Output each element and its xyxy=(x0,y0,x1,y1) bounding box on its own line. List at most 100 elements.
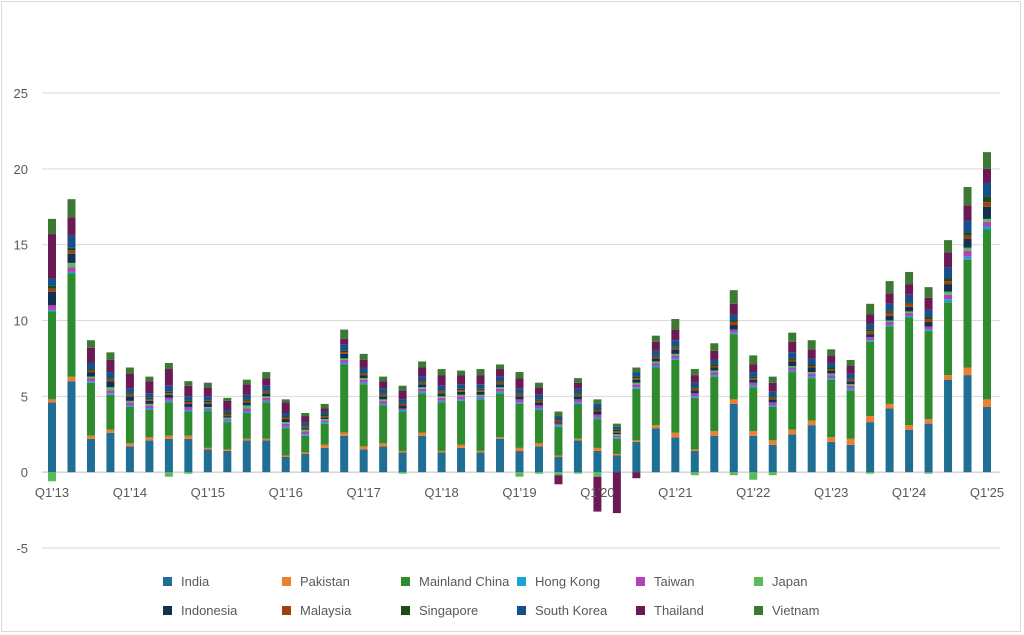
bar-segment xyxy=(768,391,777,397)
bar-segment xyxy=(768,472,777,476)
bar-segment xyxy=(379,399,388,401)
bar-segment xyxy=(223,420,232,423)
bar-segment xyxy=(242,440,251,473)
bar-segment xyxy=(807,376,816,379)
bar-segment xyxy=(710,350,719,360)
bar-segment xyxy=(905,303,914,307)
bar-segment xyxy=(768,382,777,392)
bar-segment xyxy=(340,359,349,363)
bar-segment xyxy=(749,376,758,379)
legend-label: Singapore xyxy=(419,602,479,618)
y-tick-label: 10 xyxy=(14,314,28,329)
bar-segment xyxy=(457,396,466,400)
bar-segment xyxy=(534,400,543,403)
x-tick-label: Q1'13 xyxy=(35,485,69,500)
bar-segment xyxy=(612,453,621,456)
bar-segment xyxy=(807,366,816,368)
bar-segment xyxy=(554,419,563,421)
bar-stack xyxy=(340,329,349,473)
bar-segment xyxy=(905,306,914,312)
bar-segment xyxy=(398,385,407,391)
bar-segment xyxy=(690,369,699,376)
bar-segment xyxy=(301,434,310,436)
bar-segment xyxy=(301,422,310,426)
bar-segment xyxy=(788,429,797,435)
bar-segment xyxy=(612,455,621,473)
bar-segment xyxy=(164,362,173,370)
bar-segment xyxy=(690,472,699,476)
bar-segment xyxy=(554,425,563,427)
bar-segment xyxy=(963,232,972,236)
bar-segment xyxy=(457,390,466,392)
legend-swatch xyxy=(282,605,291,615)
bar-segment xyxy=(573,382,582,389)
bar-segment xyxy=(593,408,602,410)
bar-segment xyxy=(125,396,134,401)
bar-segment xyxy=(262,396,271,398)
bar-segment xyxy=(983,206,991,219)
bar-segment xyxy=(145,400,154,404)
bar-segment xyxy=(710,366,719,368)
bar-segment xyxy=(281,399,290,403)
bar-stack xyxy=(203,382,212,473)
bar-segment xyxy=(983,168,991,183)
bar-stack xyxy=(320,403,329,473)
bar-stack xyxy=(496,364,505,473)
bar-segment xyxy=(612,423,621,427)
bar-segment xyxy=(184,381,193,386)
bar-segment xyxy=(924,326,933,330)
bar-stack xyxy=(963,187,972,473)
bar-segment xyxy=(418,432,427,436)
bar-segment xyxy=(885,311,894,313)
bar-segment xyxy=(944,278,953,282)
bar-segment xyxy=(106,378,115,380)
bar-segment xyxy=(983,152,991,169)
bar-segment xyxy=(788,372,797,430)
bar-segment xyxy=(398,402,407,404)
bar-segment xyxy=(48,285,56,289)
bar-segment xyxy=(710,359,719,365)
bar-segment xyxy=(612,472,621,514)
bar-segment xyxy=(612,434,621,436)
bar-segment xyxy=(496,376,505,382)
bar-segment xyxy=(262,372,271,379)
bar-segment xyxy=(48,234,56,279)
bar-segment xyxy=(632,376,641,379)
bar-segment xyxy=(164,369,173,386)
bar-segment xyxy=(866,472,875,474)
bar-segment xyxy=(223,416,232,418)
legend-item: Japan xyxy=(754,572,807,590)
bar-segment xyxy=(963,205,972,221)
bar-segment xyxy=(340,352,349,354)
bar-segment xyxy=(534,387,543,395)
bar-segment xyxy=(807,349,816,359)
bar-segment xyxy=(398,472,407,474)
legend: India Pakistan Mainland China Hong Kong Taiw… xyxy=(0,566,1024,626)
bar-segment xyxy=(262,393,271,397)
bar-segment xyxy=(554,457,563,473)
bar-segment xyxy=(827,441,836,473)
bar-segment xyxy=(690,375,699,383)
legend-swatch xyxy=(282,576,291,586)
bar-segment xyxy=(281,423,290,427)
bar-segment xyxy=(924,322,933,327)
bar-segment xyxy=(593,409,602,412)
legend-swatch xyxy=(163,605,172,615)
bar-segment xyxy=(944,281,953,285)
bar-segment xyxy=(593,476,602,512)
bar-segment xyxy=(301,425,310,427)
bar-segment xyxy=(593,411,602,415)
bar-segment xyxy=(242,413,251,439)
bar-segment xyxy=(418,361,427,368)
bar-segment xyxy=(164,397,173,401)
bar-segment xyxy=(203,447,212,450)
legend-label: Japan xyxy=(772,573,808,589)
bar-segment xyxy=(320,416,329,418)
bar-segment xyxy=(86,370,95,373)
bar-segment xyxy=(418,393,427,433)
bar-segment xyxy=(496,438,505,473)
bar-segment xyxy=(690,393,699,397)
bar-segment xyxy=(320,423,329,445)
bar-segment xyxy=(612,426,621,430)
bar-segment xyxy=(632,387,641,389)
